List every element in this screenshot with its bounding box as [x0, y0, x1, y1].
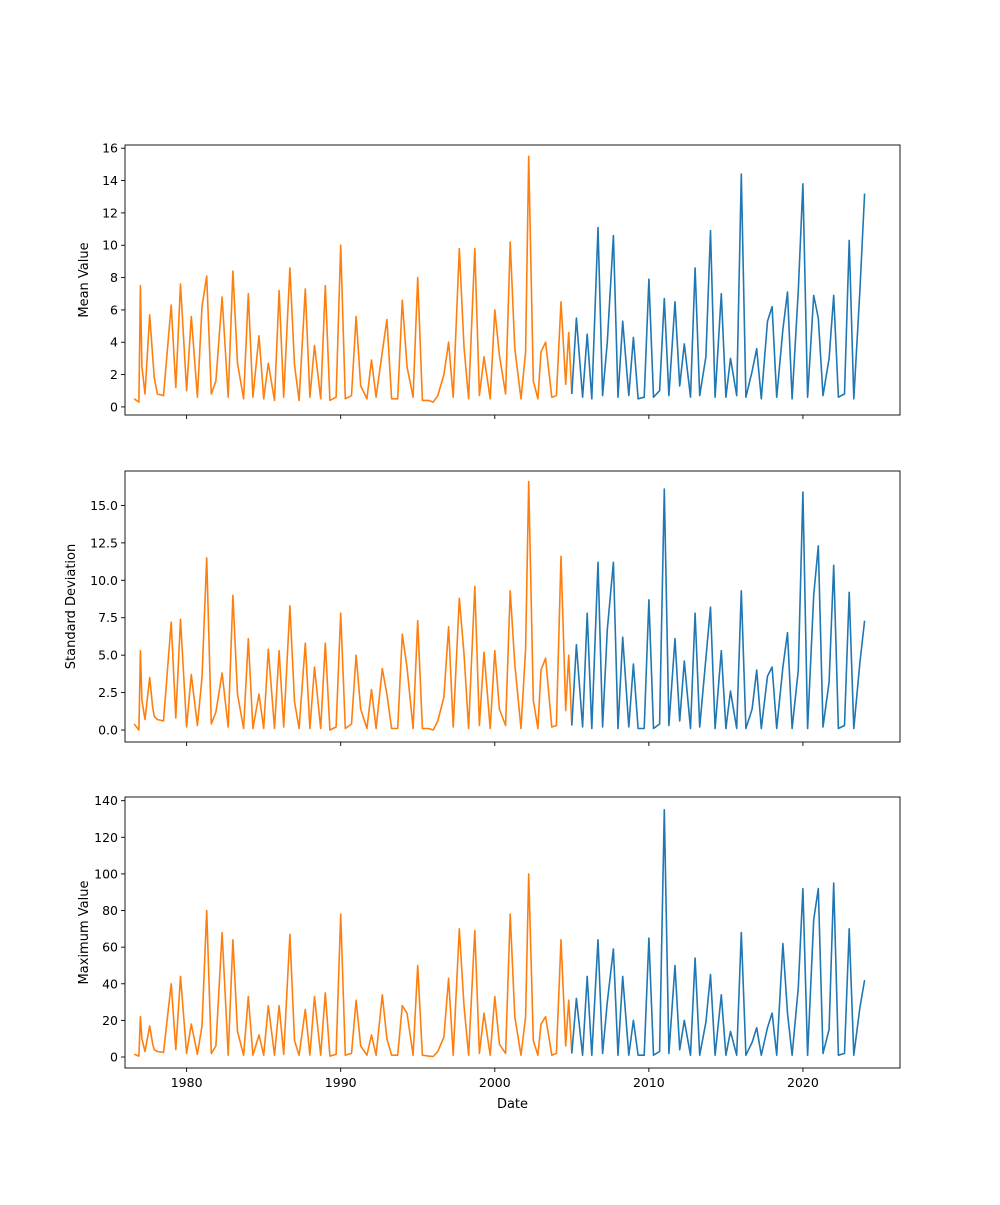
y-tick-label: 7.5 [98, 610, 118, 625]
y-axis-label: Mean Value [77, 242, 92, 317]
y-tick-label: 16 [102, 141, 118, 156]
series-line-1 [133, 155, 573, 403]
x-tick-label: 2020 [787, 1075, 819, 1090]
y-tick-label: 2 [110, 367, 118, 382]
subplot-1: 0 2 4 6 8 10 12 14 16 Mean Value [77, 141, 901, 419]
y-axis-label: Standard Deviation [64, 544, 79, 669]
y-tick-label: 0 [110, 1050, 118, 1065]
y-axis-label: Maximum Value [77, 881, 92, 985]
x-tick-label: 2010 [633, 1075, 665, 1090]
x-axis-label: Date [497, 1097, 528, 1112]
series-line-1 [133, 873, 573, 1058]
x-tick-label: 1990 [325, 1075, 357, 1090]
y-tick-label: 12.5 [90, 535, 118, 550]
y-tick-label: 10 [102, 238, 118, 253]
y-tick-label: 4 [110, 335, 118, 350]
y-tick-label: 6 [110, 302, 118, 317]
y-tick-label: 60 [102, 940, 118, 955]
y-tick-label: 140 [94, 793, 118, 808]
y-tick-label: 8 [110, 270, 118, 285]
y-tick-label: 15.0 [90, 498, 118, 513]
y-tick-label: 120 [94, 830, 118, 845]
y-tick-label: 80 [102, 903, 118, 918]
y-tick-label: 20 [102, 1013, 118, 1028]
series-line-2 [571, 173, 866, 400]
subplot-2: 0.0 2.5 5.0 7.5 10.0 12.5 15.0 Standard Deviati… [64, 470, 901, 746]
axes-frame [124, 470, 901, 743]
y-tick-label: 14 [102, 173, 118, 188]
axes-frame [124, 796, 901, 1069]
y-tick-label: 12 [102, 205, 118, 220]
series-line-1 [133, 480, 573, 731]
y-tick-label: 0 [110, 399, 118, 414]
axes-frame [124, 144, 901, 416]
y-tick-label: 100 [94, 866, 118, 881]
y-tick-label: 0.0 [98, 723, 118, 738]
y-tick-label: 5.0 [98, 648, 118, 663]
x-tick-label: 2000 [479, 1075, 511, 1090]
y-tick-label: 10.0 [90, 573, 118, 588]
y-tick-label: 40 [102, 976, 118, 991]
y-tick-label: 2.5 [98, 685, 118, 700]
series-line-2 [571, 488, 866, 730]
x-tick-label: 1980 [171, 1075, 203, 1090]
series-line-2 [571, 808, 866, 1056]
subplot-3: 0 20 40 60 80 100 120 140 1980 1990 2000 2010 2020 Ma… [77, 793, 901, 1112]
